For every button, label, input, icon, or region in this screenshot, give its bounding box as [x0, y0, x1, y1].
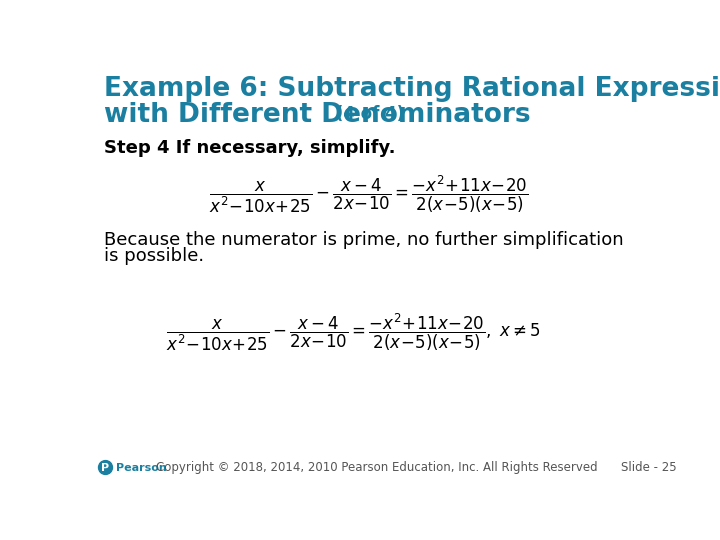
Text: P: P [102, 462, 109, 472]
Text: Example 6: Subtracting Rational Expressions: Example 6: Subtracting Rational Expressi… [104, 76, 720, 102]
Text: $\dfrac{x}{x^2\!-\!10x\!+\!25} - \dfrac{x-4}{2x\!-\!10} = \dfrac{-x^2\!+\!11x\!-: $\dfrac{x}{x^2\!-\!10x\!+\!25} - \dfrac{… [166, 312, 541, 354]
Text: $\dfrac{x}{x^2\!-\!10x\!+\!25} - \dfrac{x-4}{2x\!-\!10} = \dfrac{-x^2\!+\!11x\!-: $\dfrac{x}{x^2\!-\!10x\!+\!25} - \dfrac{… [210, 173, 528, 215]
Text: Step 4 If necessary, simplify.: Step 4 If necessary, simplify. [104, 139, 395, 157]
Text: Because the numerator is prime, no further simplification: Because the numerator is prime, no furth… [104, 231, 624, 249]
Text: with Different Denominators: with Different Denominators [104, 102, 531, 128]
Text: (4 of 4): (4 of 4) [330, 105, 405, 123]
Text: Copyright © 2018, 2014, 2010 Pearson Education, Inc. All Rights Reserved: Copyright © 2018, 2014, 2010 Pearson Edu… [156, 461, 598, 474]
Text: Pearson: Pearson [117, 462, 167, 472]
Circle shape [99, 461, 112, 475]
Text: Slide - 25: Slide - 25 [621, 461, 677, 474]
Text: is possible.: is possible. [104, 247, 204, 265]
